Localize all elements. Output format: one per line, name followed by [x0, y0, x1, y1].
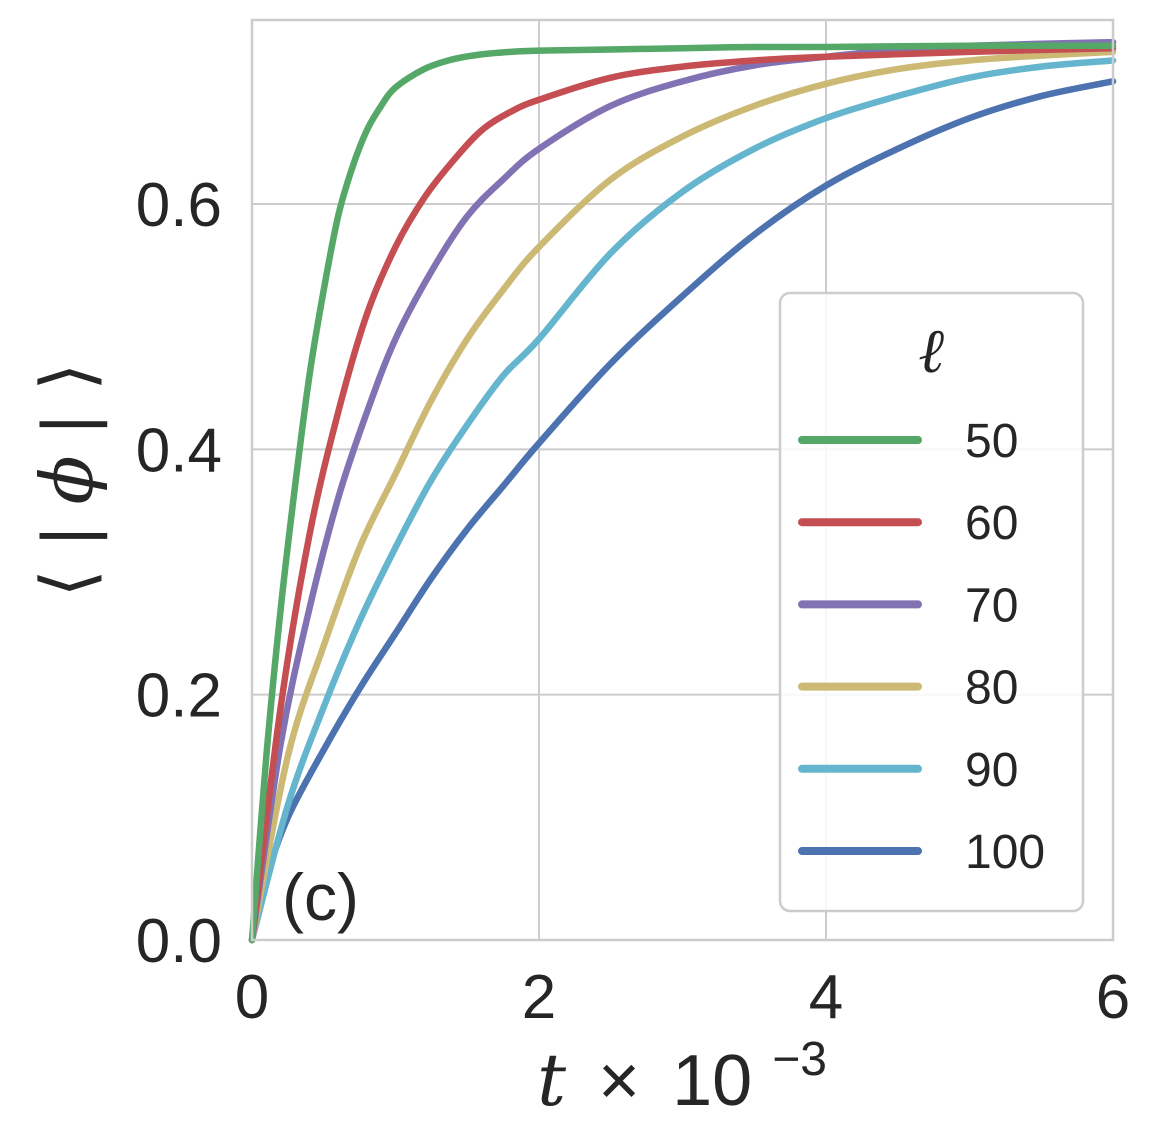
legend-title: ℓ	[918, 314, 944, 387]
y-tick-label: 0.0	[136, 907, 222, 976]
x-axis-label: t × 10 −3	[537, 1033, 827, 1122]
x-tick-label: 4	[809, 963, 843, 1032]
y-axis-label: ⟨ | ϕ | ⟩	[25, 363, 109, 598]
legend-label-90: 90	[965, 744, 1018, 797]
legend-label-100: 100	[965, 826, 1045, 879]
series-line-100	[248, 78, 1117, 944]
x-axis-times: ×	[598, 1041, 640, 1121]
series-line-80	[248, 48, 1117, 944]
y-axis-open-bracket: ⟨	[25, 569, 109, 597]
y-tick-labels: 0.0 0.2 0.4 0.6	[136, 171, 222, 976]
x-tick-label: 0	[235, 963, 269, 1032]
series-group	[248, 38, 1117, 944]
series-line-50	[248, 42, 1117, 944]
series-line-60	[248, 44, 1117, 944]
y-axis-right-bar: |	[28, 415, 108, 434]
x-tick-label: 6	[1096, 963, 1130, 1032]
legend-label-60: 60	[965, 497, 1018, 550]
legend-box	[778, 291, 1085, 913]
legend-items: 50 60 70 80 90 100	[798, 415, 1045, 879]
y-axis-close-bracket: ⟩	[25, 363, 109, 391]
panel-label: (c)	[282, 860, 359, 934]
x-axis-exponent: −3	[772, 1033, 827, 1086]
y-axis-symbol: ϕ	[25, 455, 109, 504]
x-tick-labels: 0 2 4 6	[235, 963, 1130, 1032]
x-tick-label: 2	[522, 963, 556, 1032]
y-tick-label: 0.6	[136, 171, 222, 240]
legend: ℓ 50 60 70 80 90 100	[778, 291, 1085, 913]
x-axis-variable: t	[537, 1038, 567, 1122]
series-line-90	[248, 57, 1117, 944]
legend-label-70: 70	[965, 579, 1018, 632]
y-tick-label: 0.2	[136, 662, 222, 731]
legend-label-50: 50	[965, 415, 1018, 468]
legend-label-80: 80	[965, 662, 1018, 715]
x-axis-ten: 10	[672, 1041, 752, 1121]
plot-frame	[250, 18, 1115, 942]
y-tick-label: 0.4	[136, 416, 222, 485]
y-axis-left-bar: |	[28, 527, 108, 546]
